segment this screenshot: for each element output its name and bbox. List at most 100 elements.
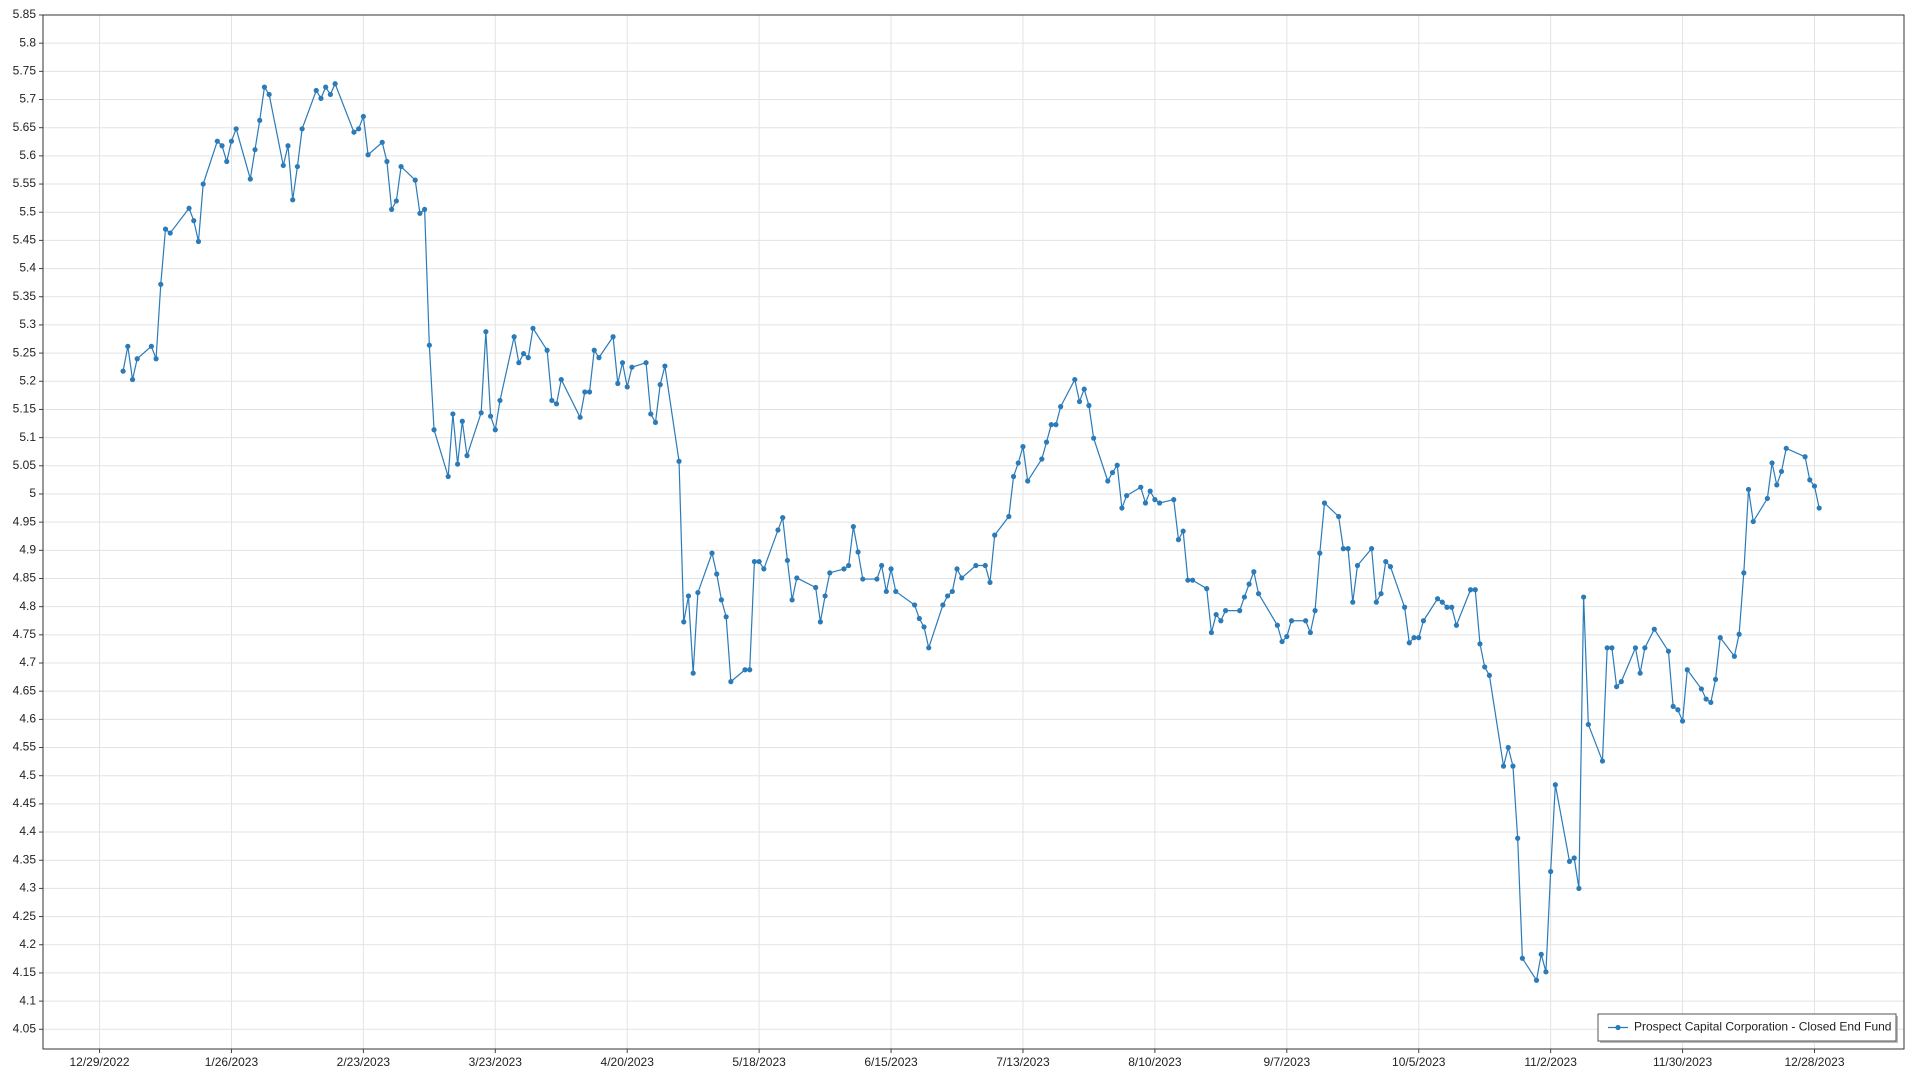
data-point <box>1350 599 1356 605</box>
data-point <box>695 589 701 596</box>
data-point <box>855 549 861 555</box>
data-point <box>624 384 630 390</box>
data-point <box>747 667 753 673</box>
data-point <box>1449 604 1455 610</box>
data-point <box>874 576 880 582</box>
data-point <box>266 91 272 98</box>
data-point <box>756 558 762 565</box>
data-point <box>860 576 866 582</box>
y-tick-label: 5.45 <box>13 233 37 247</box>
data-point <box>1764 495 1770 502</box>
data-point <box>789 597 795 603</box>
data-point <box>1109 469 1116 476</box>
data-point <box>483 329 489 335</box>
data-point <box>553 401 560 407</box>
data-point <box>1515 835 1521 841</box>
data-point <box>1336 513 1342 520</box>
y-tick-label: 5.25 <box>13 345 37 359</box>
y-tick-label: 4.7 <box>19 655 36 669</box>
data-point <box>723 614 729 620</box>
data-point <box>648 411 654 417</box>
data-point <box>822 593 828 599</box>
y-tick-label: 4.65 <box>13 683 37 697</box>
data-point <box>954 566 960 572</box>
y-tick-label: 4.35 <box>13 852 37 866</box>
data-point <box>445 473 451 480</box>
data-point <box>384 158 390 165</box>
data-point <box>1717 635 1723 641</box>
data-point <box>1345 546 1351 552</box>
data-point <box>582 389 588 395</box>
data-point <box>1618 679 1624 685</box>
data-point <box>912 602 918 608</box>
data-point <box>1614 684 1620 690</box>
data-point <box>1274 622 1280 628</box>
data-point <box>318 95 324 101</box>
data-point <box>497 397 503 404</box>
data-point <box>464 453 470 459</box>
data-point <box>643 360 649 366</box>
x-tick-label: 2/23/2023 <box>337 1055 391 1069</box>
x-tick-label: 10/5/2023 <box>1392 1055 1446 1069</box>
data-point <box>1783 445 1789 451</box>
data-point <box>685 593 692 599</box>
y-tick-label: 4.25 <box>13 909 37 923</box>
data-point <box>455 461 461 467</box>
data-point <box>883 588 889 595</box>
data-point <box>1015 460 1021 466</box>
data-point <box>1807 477 1813 483</box>
x-tick-label: 6/15/2023 <box>864 1055 918 1069</box>
data-point <box>134 356 140 362</box>
data-point <box>1006 513 1012 520</box>
data-point <box>1114 462 1120 468</box>
data-point <box>393 198 399 204</box>
data-point <box>1581 594 1587 600</box>
data-point <box>959 575 965 581</box>
y-tick-label: 5.75 <box>13 64 37 78</box>
y-tick-label: 4.95 <box>13 514 37 528</box>
data-point <box>1543 969 1549 975</box>
data-point <box>1321 500 1328 506</box>
data-point <box>1731 653 1737 659</box>
x-tick-label: 3/23/2023 <box>469 1055 523 1069</box>
data-point <box>657 382 663 388</box>
y-tick-label: 5.8 <box>19 35 36 49</box>
data-point <box>511 334 517 340</box>
data-point <box>478 410 484 416</box>
data-point <box>1637 670 1643 676</box>
data-point <box>1086 402 1092 409</box>
data-point <box>850 524 856 530</box>
data-point <box>1204 586 1210 592</box>
data-point <box>681 619 687 625</box>
data-point <box>125 343 131 349</box>
data-point <box>1157 500 1163 506</box>
data-point <box>1698 686 1705 692</box>
data-point <box>299 126 305 132</box>
data-point <box>1552 782 1558 788</box>
data-point <box>1401 604 1408 610</box>
data-point <box>926 645 932 651</box>
data-point <box>709 550 715 556</box>
data-point <box>893 588 899 595</box>
data-point <box>775 527 781 533</box>
y-tick-label: 4.05 <box>13 1021 37 1035</box>
data-point <box>676 458 682 464</box>
data-point <box>1651 626 1657 632</box>
data-point <box>1505 744 1511 751</box>
data-point <box>360 113 366 120</box>
data-point <box>1237 608 1243 614</box>
x-tick-label: 12/28/2023 <box>1784 1055 1844 1069</box>
y-tick-label: 4.6 <box>19 712 36 726</box>
data-point <box>294 163 301 170</box>
data-point <box>1053 422 1059 428</box>
data-point <box>761 566 767 572</box>
data-point <box>827 570 833 576</box>
data-point <box>148 343 154 349</box>
y-tick-label: 5.5 <box>19 204 36 218</box>
y-tick-label: 4.55 <box>13 740 37 754</box>
y-tick-label: 5.35 <box>13 289 37 303</box>
x-tick-label: 11/30/2023 <box>1653 1055 1712 1069</box>
data-point <box>167 230 173 236</box>
data-point <box>516 360 522 366</box>
y-tick-label: 5.85 <box>13 7 37 21</box>
